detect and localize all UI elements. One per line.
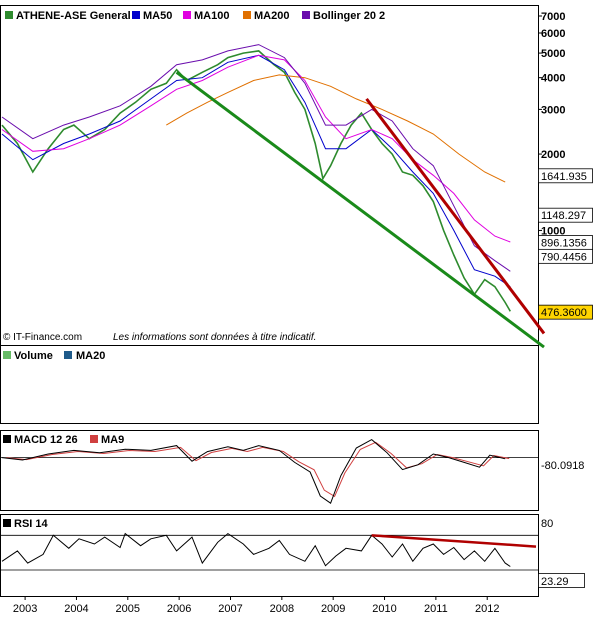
macd-signal-line: [5, 441, 510, 498]
legend-swatch-ma100: [183, 11, 191, 19]
price-last-value-label: 790.4456: [541, 251, 587, 263]
macd-line: [1, 438, 506, 504]
price-y-tick-label: 4000: [541, 73, 565, 85]
price-last-value-label: 476.3600: [541, 307, 587, 319]
price-y-tick-label: 3000: [541, 104, 565, 116]
price-series-line-4: [1, 44, 511, 272]
legend-swatch-price: [5, 11, 13, 19]
price-y-tick-label: 1000: [541, 225, 565, 237]
legend-label-price: ATHENE-ASE General: [16, 10, 131, 22]
x-axis-tick-label: 2011: [424, 603, 448, 615]
legend-label-ma100: MA100: [194, 10, 229, 22]
legend-label-volume: Volume: [14, 350, 53, 362]
price-y-tick-label: 2000: [541, 149, 565, 161]
price-plot: [1, 44, 546, 349]
legend-label-ma200: MA200: [254, 10, 289, 22]
volume-legend: Volume MA20: [3, 350, 105, 362]
trendline-red-rsi-divergence: [371, 534, 537, 548]
price-y-tick-label: 5000: [541, 48, 565, 60]
legend-swatch-ma200: [243, 11, 251, 19]
rsi-last-value: 23.29: [541, 576, 569, 588]
trendline-red-resistance: [365, 97, 546, 335]
x-axis-tick-label: 2005: [116, 603, 140, 615]
copyright-text: © IT-Finance.com: [3, 332, 82, 343]
rsi-legend: RSI 14: [3, 518, 49, 530]
price-last-value-label: 1641.935: [541, 171, 587, 183]
x-axis-tick-label: 2009: [321, 603, 345, 615]
price-y-tick-label: 7000: [541, 11, 565, 23]
rsi-panel-frame: [0, 514, 539, 597]
price-legend: ATHENE-ASE General MA50 MA100 MA200 Boll…: [5, 10, 385, 22]
x-axis-tick-label: 2008: [270, 603, 294, 615]
legend-label-macd-ma9: MA9: [101, 434, 124, 446]
axes: 7000 6000 5000 4000 3000 2000 1000 1641.935 1148…: [13, 11, 593, 615]
legend-label-rsi: RSI 14: [14, 518, 49, 530]
legend-swatch-volume-ma20: [64, 351, 72, 359]
price-last-value-label: 1148.297: [541, 210, 586, 222]
volume-panel-frame: [0, 345, 539, 424]
x-axis-tick-label: 2006: [167, 603, 191, 615]
x-axis-tick-label: 2003: [13, 603, 37, 615]
rsi-plot: [1, 532, 538, 571]
price-panel-frame: [0, 5, 539, 346]
legend-label-bollinger: Bollinger 20 2: [313, 10, 385, 22]
legend-swatch-macd: [3, 435, 11, 443]
disclaimer-text: Les informations sont données à titre in…: [113, 332, 316, 343]
legend-swatch-rsi: [3, 519, 11, 527]
macd-plot: [1, 438, 538, 504]
price-footer: © IT-Finance.com Les informations sont d…: [3, 332, 316, 343]
rsi-line: [1, 532, 511, 567]
legend-swatch-ma50: [132, 11, 140, 19]
x-axis-tick-label: 2004: [64, 603, 88, 615]
macd-legend: MACD 12 26 MA9: [3, 434, 124, 446]
macd-panel-frame: [0, 430, 539, 511]
x-axis-tick-label: 2010: [372, 603, 396, 615]
rsi-axis-label-80: 80: [541, 518, 553, 530]
legend-label-ma50: MA50: [143, 10, 172, 22]
price-series-line-1: [1, 54, 511, 288]
macd-last-value: -80.0918: [541, 460, 584, 472]
legend-swatch-volume: [3, 351, 11, 359]
trendline-green-support: [175, 71, 545, 349]
x-axis-tick-label: 2012: [475, 603, 499, 615]
legend-swatch-bollinger: [302, 11, 310, 19]
legend-label-volume-ma20: MA20: [76, 350, 105, 362]
x-axis-tick-label: 2007: [218, 603, 242, 615]
rsi-last-value-box: [538, 573, 585, 588]
price-last-value-label: 896.1356: [541, 238, 587, 250]
legend-label-macd: MACD 12 26: [14, 434, 78, 446]
legend-swatch-macd-ma9: [90, 435, 98, 443]
price-y-tick-label: 6000: [541, 28, 565, 40]
